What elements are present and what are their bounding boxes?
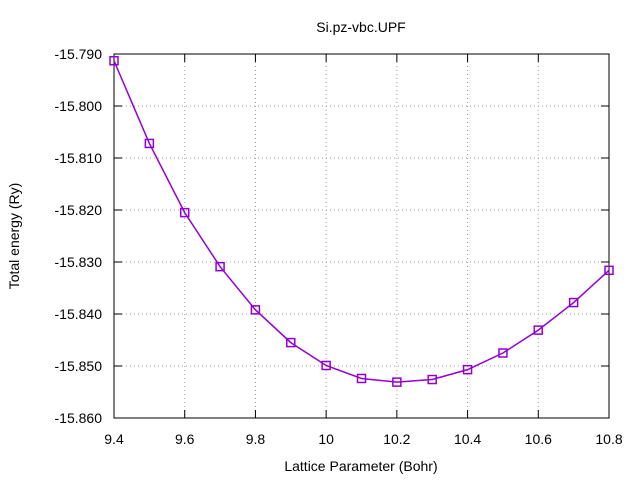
data-point-marker	[144, 138, 155, 149]
x-axis-label: Lattice Parameter (Bohr)	[284, 458, 437, 474]
x-tick-label: 10.6	[525, 431, 552, 447]
y-tick-label: -15.810	[55, 150, 103, 166]
series-line	[113, 60, 610, 383]
y-axis-label: Total energy (Ry)	[6, 183, 22, 290]
y-tick-label: -15.820	[55, 202, 103, 218]
x-tick-label: 10	[318, 431, 334, 447]
data-point-marker	[321, 360, 331, 371]
grid-lines	[114, 54, 609, 418]
y-tick-label: -15.790	[55, 46, 103, 62]
x-tick-label: 10.2	[383, 431, 410, 447]
x-tick-labels: 9.4 9.6 9.8 10 10.2 10.4 10.6 10.8	[104, 431, 623, 447]
data-point-marker	[533, 325, 544, 335]
data-point-marker	[215, 261, 225, 272]
y-tick-label: -15.850	[55, 358, 103, 374]
data-point-marker	[427, 374, 437, 385]
y-tick-label: -15.860	[55, 410, 103, 426]
data-point-marker	[109, 56, 119, 66]
data-point-marker	[286, 337, 296, 348]
data-point-marker	[604, 265, 614, 276]
data-point-marker	[392, 377, 402, 387]
y-tick-label: -15.830	[55, 254, 103, 270]
data-point-marker	[568, 297, 579, 308]
data-point-marker	[462, 364, 473, 375]
x-tick-label: 10.4	[454, 431, 481, 447]
y-tick-label: -15.840	[55, 306, 103, 322]
x-tick-label: 9.8	[246, 431, 266, 447]
axis-ticks	[113, 53, 610, 419]
data-point-marker	[179, 207, 190, 218]
data-point-marker	[356, 373, 367, 384]
x-tick-label: 9.6	[175, 431, 195, 447]
y-tick-labels: -15.790 -15.800 -15.810 -15.820 -15.830 -15.8…	[55, 46, 103, 426]
series-energy	[109, 56, 614, 387]
plot-frame	[113, 53, 610, 419]
y-tick-label: -15.800	[55, 98, 103, 114]
x-tick-label: 9.4	[104, 431, 124, 447]
x-tick-label: 10.8	[595, 431, 622, 447]
data-point-marker	[250, 305, 261, 315]
chart-title: Si.pz-vbc.UPF	[316, 19, 405, 35]
data-point-marker	[498, 348, 508, 358]
